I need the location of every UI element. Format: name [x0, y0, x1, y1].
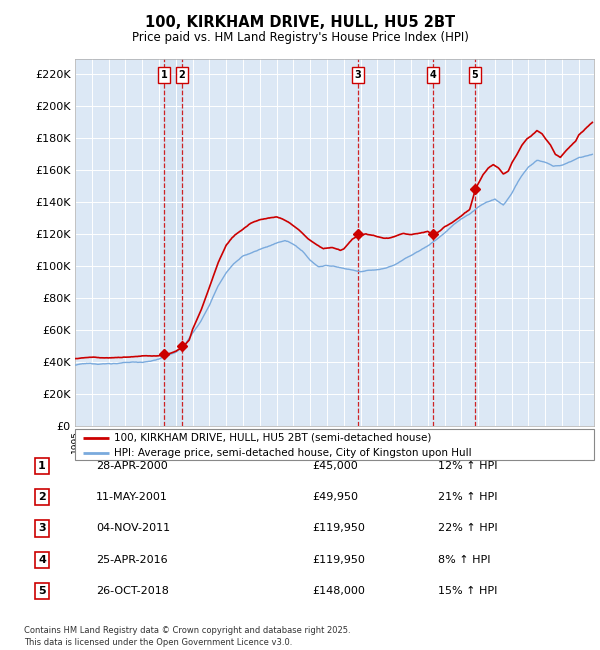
Text: 21% ↑ HPI: 21% ↑ HPI [438, 492, 497, 502]
Text: 1: 1 [38, 461, 46, 471]
Text: 28-APR-2000: 28-APR-2000 [96, 461, 168, 471]
Text: £119,950: £119,950 [312, 523, 365, 534]
Text: 2: 2 [38, 492, 46, 502]
Text: £119,950: £119,950 [312, 554, 365, 565]
Text: £45,000: £45,000 [312, 461, 358, 471]
Text: 04-NOV-2011: 04-NOV-2011 [96, 523, 170, 534]
Text: 12% ↑ HPI: 12% ↑ HPI [438, 461, 497, 471]
Text: 5: 5 [38, 586, 46, 596]
Text: 1: 1 [161, 70, 168, 80]
Bar [164, 58, 182, 426]
Text: 5: 5 [472, 70, 478, 80]
Text: Contains HM Land Registry data © Crown copyright and database right 2025.
This d: Contains HM Land Registry data © Crown c… [24, 626, 350, 647]
Text: 15% ↑ HPI: 15% ↑ HPI [438, 586, 497, 596]
Text: 100, KIRKHAM DRIVE, HULL, HU5 2BT (semi-detached house): 100, KIRKHAM DRIVE, HULL, HU5 2BT (semi-… [114, 433, 431, 443]
Text: 25-APR-2016: 25-APR-2016 [96, 554, 167, 565]
Text: £148,000: £148,000 [312, 586, 365, 596]
Text: 100, KIRKHAM DRIVE, HULL, HU5 2BT: 100, KIRKHAM DRIVE, HULL, HU5 2BT [145, 15, 455, 31]
Text: 26-OCT-2018: 26-OCT-2018 [96, 586, 169, 596]
Text: HPI: Average price, semi-detached house, City of Kingston upon Hull: HPI: Average price, semi-detached house,… [114, 448, 472, 458]
Text: 4: 4 [430, 70, 436, 80]
Text: 3: 3 [38, 523, 46, 534]
Text: 2: 2 [178, 70, 185, 80]
FancyBboxPatch shape [75, 429, 594, 460]
Text: £49,950: £49,950 [312, 492, 358, 502]
Text: 11-MAY-2001: 11-MAY-2001 [96, 492, 168, 502]
Text: Price paid vs. HM Land Registry's House Price Index (HPI): Price paid vs. HM Land Registry's House … [131, 31, 469, 44]
Text: 8% ↑ HPI: 8% ↑ HPI [438, 554, 491, 565]
Text: 22% ↑ HPI: 22% ↑ HPI [438, 523, 497, 534]
Text: 4: 4 [38, 554, 46, 565]
Text: 3: 3 [355, 70, 361, 80]
